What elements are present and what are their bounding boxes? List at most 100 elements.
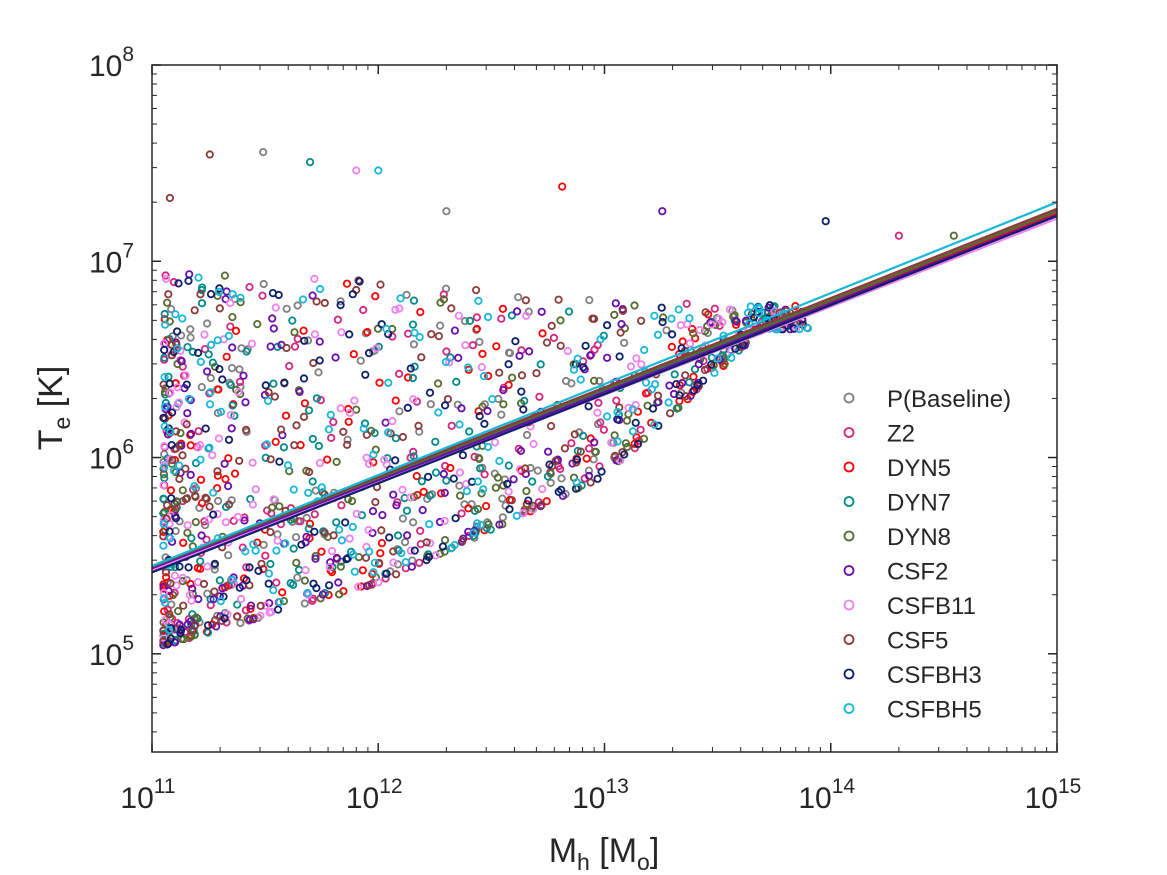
data-point <box>481 501 491 511</box>
data-point <box>333 315 342 324</box>
data-point <box>205 502 214 511</box>
data-point <box>586 478 595 487</box>
data-point <box>264 569 273 578</box>
data-point <box>528 505 538 514</box>
data-point <box>165 379 174 388</box>
data-point <box>440 488 449 497</box>
data-point <box>261 551 270 560</box>
data-point <box>202 535 211 544</box>
data-point <box>538 329 547 338</box>
data-point <box>454 311 463 320</box>
data-point <box>521 464 530 473</box>
data-point <box>196 557 205 566</box>
data-point <box>299 412 309 421</box>
outlier-point <box>949 231 958 240</box>
data-point <box>242 347 251 356</box>
data-point <box>337 328 346 337</box>
data-point <box>632 354 641 363</box>
data-point <box>196 564 205 573</box>
data-point <box>181 464 190 473</box>
data-point <box>168 408 177 417</box>
data-point <box>242 425 251 434</box>
data-point <box>471 285 481 295</box>
data-point <box>228 290 237 299</box>
data-point <box>681 371 690 380</box>
data-point <box>507 373 517 382</box>
data-point <box>521 296 531 305</box>
data-point <box>362 430 371 439</box>
data-point <box>584 402 593 411</box>
data-point <box>237 594 246 604</box>
data-point <box>352 405 361 414</box>
data-point <box>572 478 581 487</box>
data-point <box>174 279 183 288</box>
data-point <box>414 421 423 430</box>
data-point <box>690 365 700 374</box>
data-point <box>483 406 492 416</box>
data-point <box>166 579 175 588</box>
data-point <box>393 560 402 569</box>
data-point <box>636 316 646 325</box>
data-point <box>310 527 319 536</box>
data-point <box>215 304 224 313</box>
data-point <box>682 299 691 308</box>
data-point <box>308 291 317 300</box>
data-point <box>171 514 181 523</box>
data-point <box>503 479 512 488</box>
data-point <box>612 456 621 465</box>
data-point <box>610 451 620 460</box>
data-point <box>239 371 248 380</box>
fit-line-csf2 <box>151 213 1058 571</box>
data-point <box>694 360 703 369</box>
data-point <box>229 516 238 526</box>
data-point <box>369 450 378 459</box>
y-tick-label: 105 <box>89 632 134 672</box>
data-point <box>160 402 170 411</box>
data-point <box>546 469 555 478</box>
legend-label: CSFB11 <box>887 593 976 620</box>
legend-marker <box>843 634 855 645</box>
data-point <box>167 494 176 503</box>
data-point <box>475 411 484 421</box>
data-point <box>450 326 459 335</box>
data-point <box>361 553 371 562</box>
data-point <box>187 533 196 543</box>
x-tick-label: 1012 <box>346 775 403 815</box>
data-point <box>175 620 184 630</box>
data-point <box>342 440 352 449</box>
data-point <box>576 375 585 384</box>
outlier-point <box>442 207 451 216</box>
data-point <box>242 563 251 572</box>
data-point <box>455 420 464 429</box>
data-point <box>593 474 602 483</box>
data-point <box>687 324 697 334</box>
data-point <box>269 324 278 333</box>
data-point <box>381 418 390 427</box>
data-point <box>355 277 364 286</box>
data-point <box>526 463 535 473</box>
data-point <box>382 324 391 333</box>
data-point <box>495 456 504 466</box>
data-point <box>301 565 310 575</box>
data-point <box>261 381 270 390</box>
data-point <box>265 608 274 617</box>
data-point <box>425 539 435 548</box>
data-point <box>667 314 676 323</box>
data-point <box>327 546 337 556</box>
data-point <box>410 328 419 337</box>
data-point <box>178 576 187 586</box>
x-axis-ticks: 1011 1012 1013 1014 1015 <box>120 65 1081 815</box>
data-point <box>512 511 521 520</box>
data-point <box>446 353 455 362</box>
data-point <box>182 380 191 389</box>
data-point <box>336 404 345 413</box>
data-point <box>408 518 418 527</box>
data-point <box>385 533 394 542</box>
data-point <box>222 618 231 627</box>
data-point <box>282 304 291 313</box>
legend-background <box>830 378 1040 738</box>
data-point <box>529 439 538 449</box>
data-point <box>201 520 210 530</box>
data-point <box>299 374 309 383</box>
